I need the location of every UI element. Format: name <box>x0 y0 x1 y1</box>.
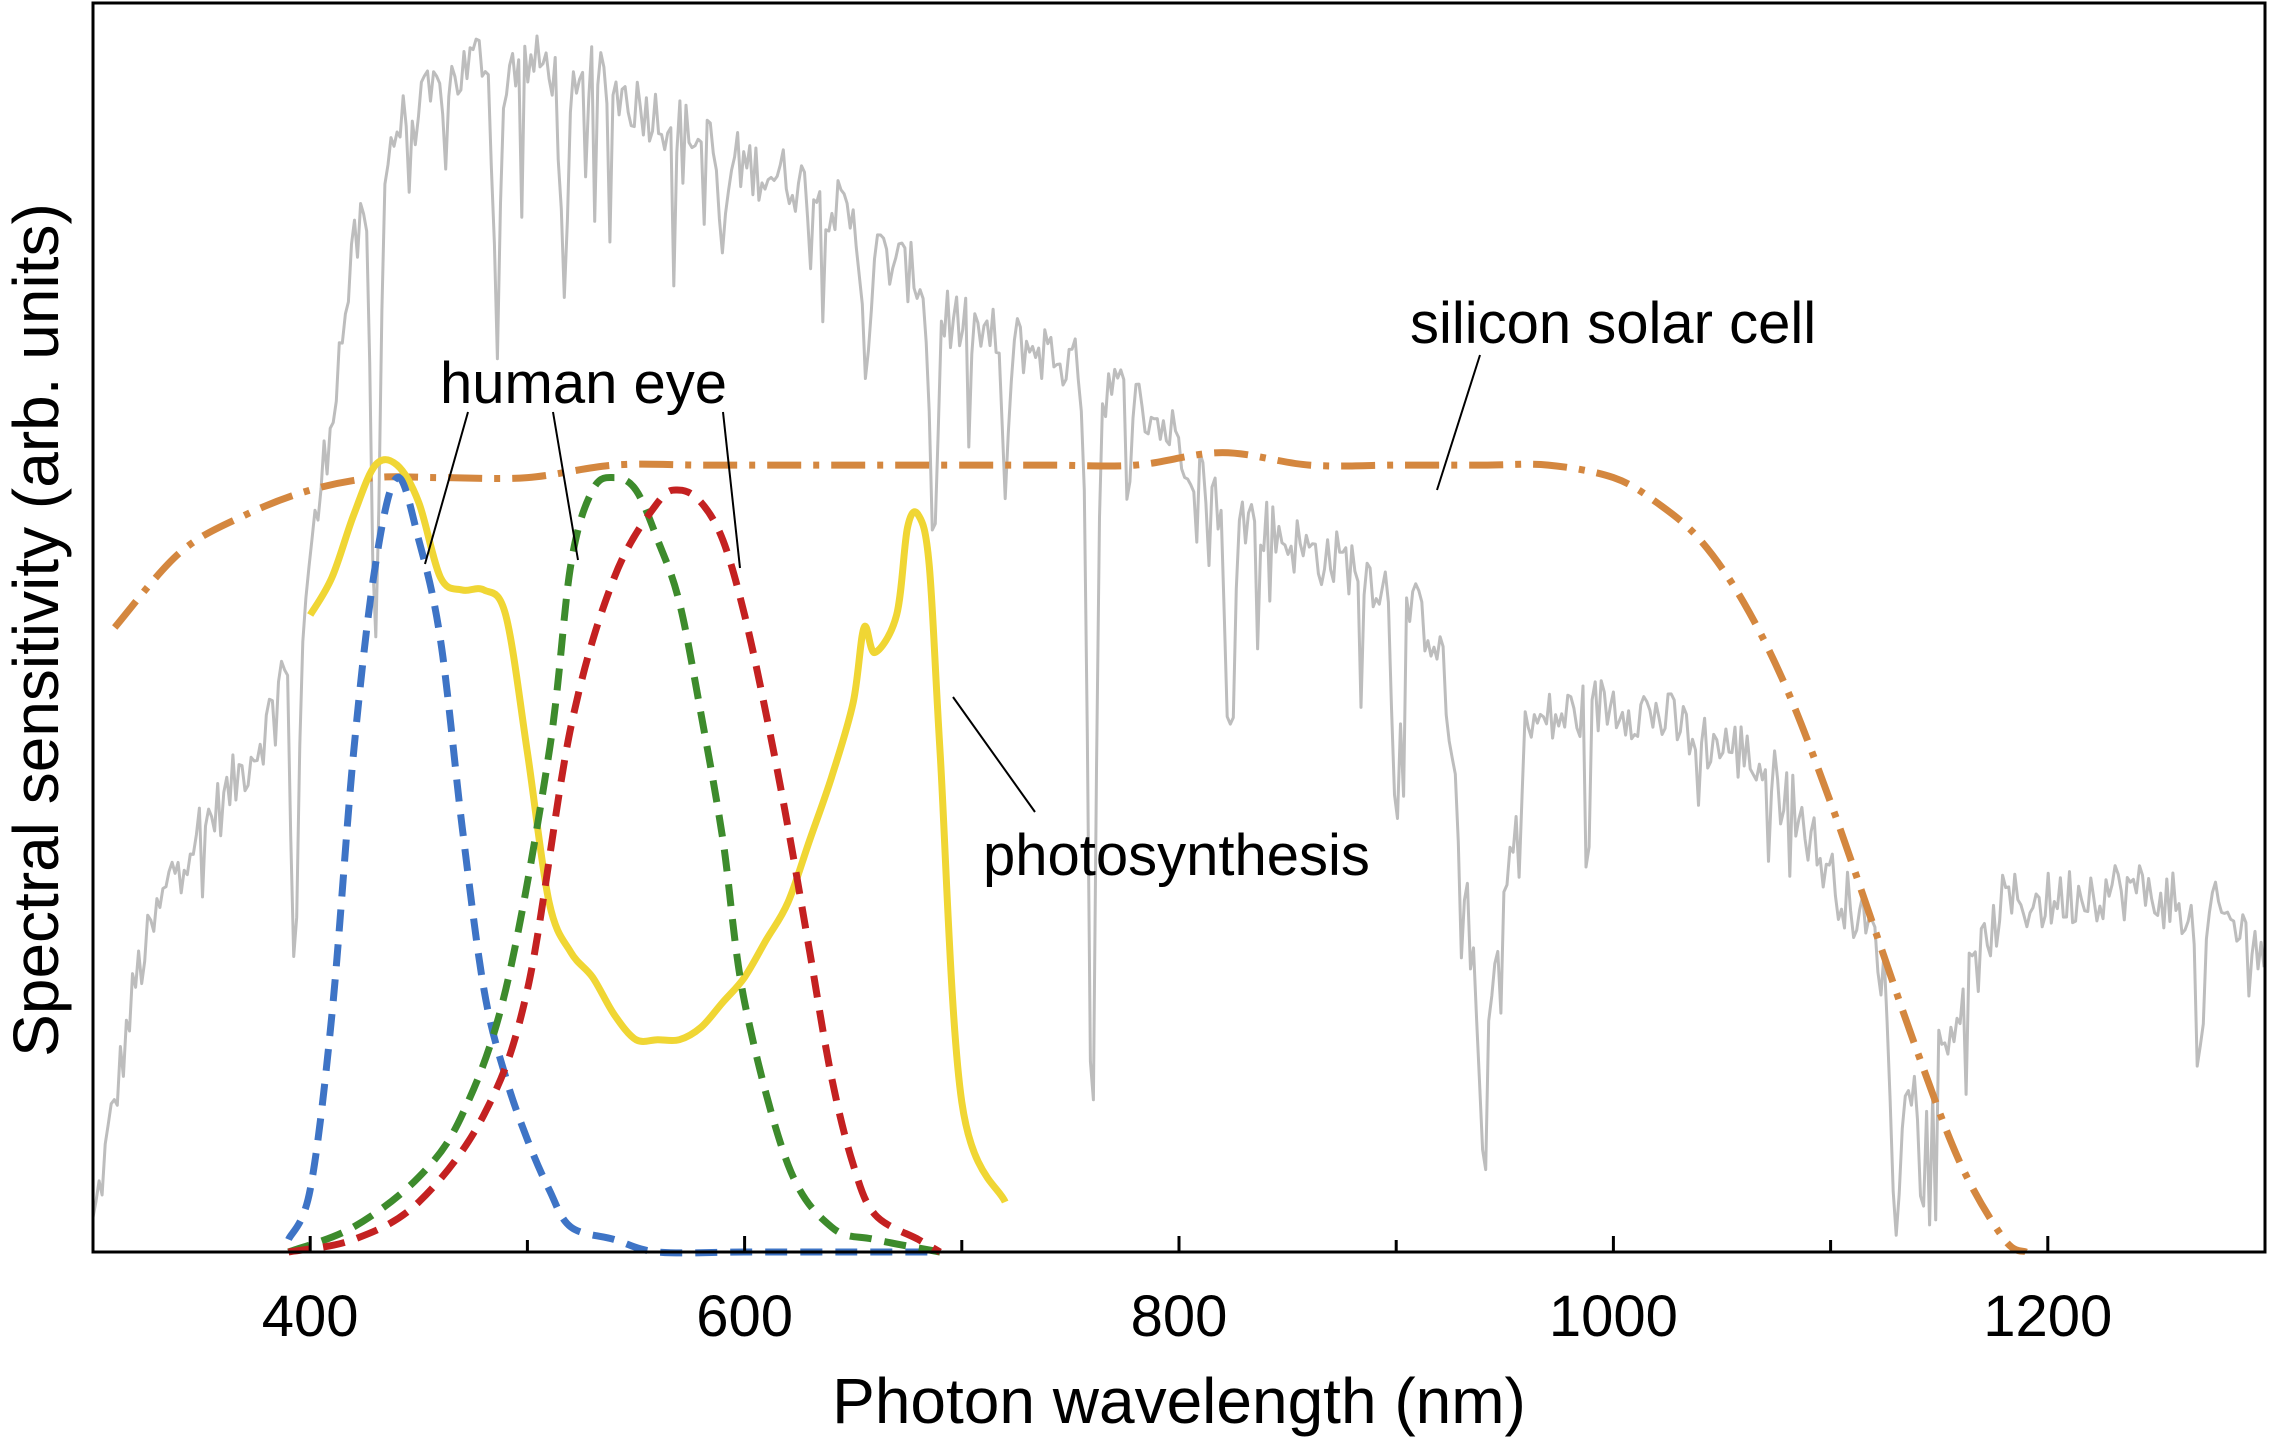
series-human-eye-green <box>287 474 941 1256</box>
ticks-layer: 400 600 800 1000 1200 <box>262 1236 2112 1349</box>
series-layer <box>91 34 2266 1257</box>
x-tick-label: 1000 <box>1549 1284 1678 1349</box>
annotation-photosynthesis: photosynthesis <box>983 823 1370 888</box>
x-axis-title: Photon wavelength (nm) <box>832 1365 1526 1437</box>
x-tick-label: 800 <box>1131 1284 1228 1349</box>
x-tick-label: 600 <box>696 1284 793 1349</box>
callout-silicon <box>1436 354 1481 491</box>
callout-human-eye-green <box>552 411 579 561</box>
x-tick-label: 400 <box>262 1284 359 1349</box>
series-human-eye-red <box>287 486 942 1256</box>
callout-human-eye-red <box>722 411 741 569</box>
series-solar-spectrum <box>91 34 2266 1237</box>
series-photosynthesis <box>307 456 1009 1204</box>
callout-human-eye-blue <box>424 411 469 565</box>
annotation-human-eye: human eye <box>440 351 727 416</box>
series-human-eye-blue <box>285 474 941 1257</box>
callout-photosynthesis <box>952 696 1036 813</box>
annotation-silicon-solar-cell: silicon solar cell <box>1410 291 1816 356</box>
y-axis-title: Spectral sensitivity (arb. units) <box>0 203 72 1057</box>
x-tick-label: 1200 <box>1983 1284 2112 1349</box>
series-silicon <box>112 449 2028 1256</box>
annotation-layer: human eye silicon solar cell photosynthe… <box>424 291 1816 888</box>
